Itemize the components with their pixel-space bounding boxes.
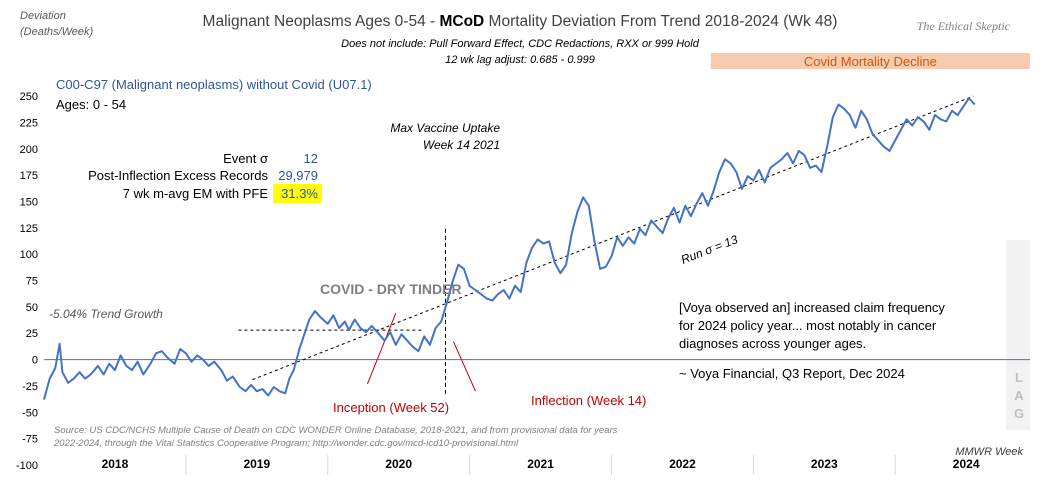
stat-value-event-sigma: 12: [304, 151, 318, 166]
covid-dry-tinder-label: COVID - DRY TINDER: [320, 281, 462, 297]
plot-layer: Covid Mortality Decline -100 -75 -50 -25 0 25 5…: [16, 53, 1030, 475]
inflection-pointer: [453, 341, 476, 392]
x-axis-label: MMWR Week: [955, 446, 1023, 458]
max-vaccine-label-2: Week 14 2021: [423, 138, 500, 152]
max-vaccine-label-1: Max Vaccine Uptake: [390, 121, 500, 135]
y-tick-label: 75: [26, 276, 38, 288]
y-tick-label: 50: [26, 302, 38, 314]
quote-line-3: diagnoses across younger ages.: [679, 336, 866, 351]
chart-title: Malignant Neoplasms Ages 0-54 - MCoD Mor…: [203, 13, 838, 30]
inflection-label: Inflection (Week 14): [531, 393, 646, 408]
inception-pointer: [367, 313, 397, 385]
y-tick-label: 175: [20, 170, 38, 182]
y-tick-label: 25: [26, 328, 38, 340]
y-tick-label: -100: [16, 460, 38, 472]
y-axis-label-line-2: (Deaths/Week): [20, 26, 93, 38]
stat-label-m-avg: 7 wk m-avg EM with PFE: [123, 186, 269, 201]
chart-subtitle-1: Does not include: Pull Forward Effect, C…: [341, 38, 700, 50]
y-tick-label: -25: [22, 381, 38, 393]
source-line-2: 2022-2024, through the Vital Statistics …: [53, 438, 519, 449]
stat-label-excess-records: Post-Inflection Excess Records: [88, 168, 268, 183]
y-tick-label: 0: [32, 355, 38, 367]
x-tick-label: 2022: [669, 457, 696, 471]
quote-line-2: for 2024 policy year... most notably in …: [679, 318, 937, 333]
x-tick-label: 2019: [243, 457, 270, 471]
x-tick-label: 2018: [102, 457, 129, 471]
source-line-1: Source: US CDC/NCHS Multiple Cause of De…: [54, 425, 618, 436]
chart-title-bold: MCoD: [439, 13, 484, 30]
lag-letter-a: A: [1014, 388, 1024, 403]
x-tick-label: 2021: [527, 457, 554, 471]
lag-letter-l: L: [1015, 370, 1023, 385]
stat-value-m-avg: 31.3%: [281, 186, 318, 201]
y-tick-label: 100: [20, 249, 38, 261]
lag-shade: [1006, 240, 1030, 430]
y-tick-label: 225: [20, 117, 38, 129]
chart-title-prefix: Malignant Neoplasms Ages 0-54 -: [203, 13, 440, 30]
x-tick-label: 2023: [811, 457, 838, 471]
inception-label: Inception (Week 52): [333, 400, 449, 415]
quote-attribution: ~ Voya Financial, Q3 Report, Dec 2024: [679, 366, 905, 381]
y-tick-label: 150: [20, 196, 38, 208]
y-tick-label: 200: [20, 144, 38, 156]
quote-line-1: [Voya observed an] increased claim frequ…: [679, 300, 945, 315]
y-axis-label-line-1: Deviation: [20, 10, 66, 22]
y-tick-label: 125: [20, 223, 38, 235]
y-tick-label: -50: [22, 407, 38, 419]
ages-label: Ages: 0 - 54: [56, 97, 126, 112]
stat-value-excess-records: 29,979: [278, 168, 318, 183]
series-line-0: [43, 97, 976, 400]
y-tick-label: 250: [20, 91, 38, 103]
lag-letter-g: G: [1014, 406, 1024, 421]
covid-decline-label: Covid Mortality Decline: [804, 54, 937, 69]
y-tick-label: -75: [22, 434, 38, 446]
trend-growth-label: -5.04% Trend Growth: [49, 307, 163, 321]
chart-subtitle-2: 12 wk lag adjust: 0.685 - 0.999: [445, 54, 595, 66]
watermark: The Ethical Skeptic: [917, 19, 1011, 33]
x-tick-label: 2020: [385, 457, 412, 471]
series-label: C00-C97 (Malignant neoplasms) without Co…: [56, 77, 372, 92]
stat-label-event-sigma: Event σ: [223, 151, 268, 166]
x-tick-label: 2024: [953, 457, 980, 471]
chart-title-suffix: Mortality Deviation From Trend 2018-2024…: [484, 13, 837, 30]
covid-decline-band: [710, 53, 1030, 69]
stat-value-highlight: [273, 184, 322, 203]
